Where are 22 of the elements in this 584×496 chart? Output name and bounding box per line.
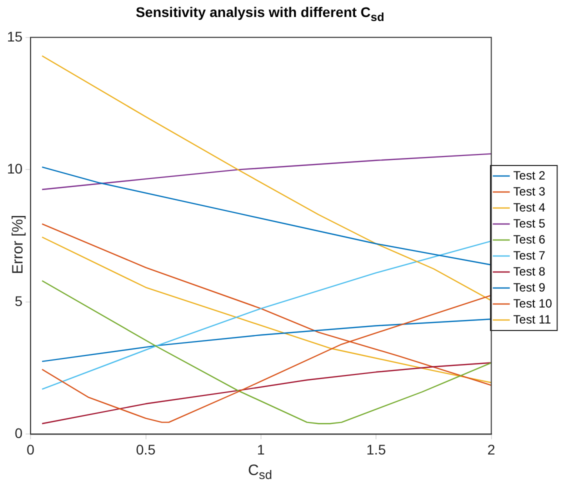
legend-label: Test 7 <box>513 248 546 262</box>
y-tick-label: 15 <box>6 28 23 44</box>
y-tick-label: 0 <box>14 425 23 442</box>
legend-label: Test 8 <box>513 264 546 278</box>
legend-label: Test 4 <box>513 200 546 214</box>
legend-label: Test 11 <box>513 312 552 326</box>
legend-label: Test 6 <box>513 232 546 246</box>
chart-title: Sensitivity analysis with different C$_{sd}$ <box>134 4 386 24</box>
x-tick-label: 0.5 <box>136 441 156 458</box>
x-tick-label: 2 <box>487 441 496 458</box>
y-tick-label: 10 <box>6 160 23 177</box>
legend-label: Test 3 <box>513 184 546 198</box>
x-tick-label: 0 <box>26 441 35 458</box>
y-axis-title: Error [%] <box>10 214 26 274</box>
legend-label: Test 9 <box>513 280 546 294</box>
legend-label: Test 5 <box>513 216 546 230</box>
legend-label: Test 2 <box>513 168 546 182</box>
legend-label: Test 10 <box>513 296 552 310</box>
y-tick-label: 5 <box>14 292 23 309</box>
x-axis-title: C$_{sd}$ <box>246 462 274 482</box>
x-tick-label: 1 <box>257 441 266 458</box>
x-tick-label: 1.5 <box>366 441 386 458</box>
